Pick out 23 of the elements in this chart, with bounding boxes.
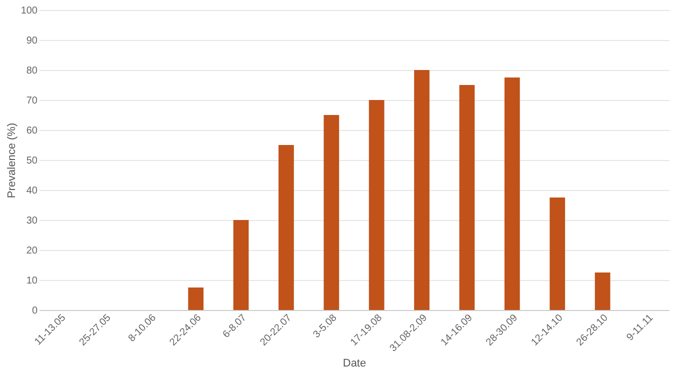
bar — [278, 145, 294, 310]
y-tick-label: 90 — [26, 36, 38, 46]
y-tick-label: 0 — [32, 306, 38, 316]
y-tick-label: 80 — [26, 66, 38, 76]
y-tick-label: 10 — [26, 276, 38, 286]
y-axis-title: Prevalence (%) — [6, 122, 18, 198]
y-tick-label: 70 — [26, 96, 38, 106]
y-tick-label: 100 — [20, 6, 38, 16]
bar — [188, 288, 204, 310]
bar — [368, 100, 384, 310]
x-axis-title: Date — [342, 357, 366, 369]
bar — [550, 198, 566, 310]
y-tick-label: 60 — [26, 126, 38, 136]
y-tick-label: 50 — [26, 156, 38, 166]
y-tick-label: 30 — [26, 216, 38, 226]
y-tick-label: 40 — [26, 186, 38, 196]
bar — [324, 115, 340, 310]
bar — [504, 78, 520, 310]
bar — [414, 70, 430, 310]
y-tick-label: 20 — [26, 246, 38, 256]
bar — [233, 220, 249, 310]
bar — [459, 85, 475, 310]
bar — [594, 272, 610, 310]
